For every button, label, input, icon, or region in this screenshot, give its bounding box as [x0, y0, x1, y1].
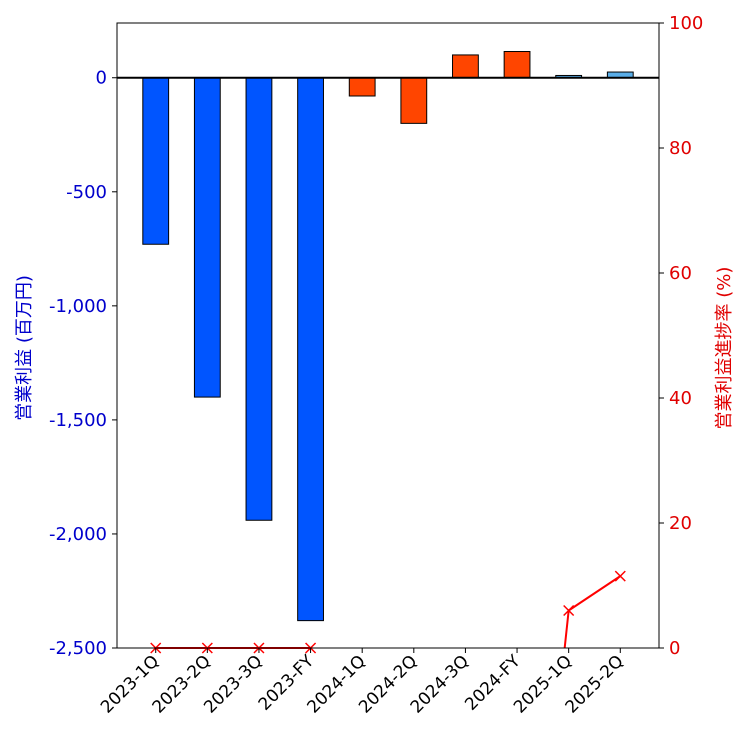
progress-marker-2025-2Q	[614, 570, 626, 582]
right-tick-label: 20	[669, 513, 692, 534]
left-tick-label: -500	[66, 182, 107, 203]
plot-frame	[116, 22, 660, 649]
right-tick-label: 80	[669, 138, 692, 159]
bar-2024-1Q	[348, 77, 376, 97]
bar-2024-FY	[503, 51, 531, 79]
left-y-axis: 0 -500 -1,000 -1,500 -2,000 -2,500	[49, 68, 117, 659]
right-tick-label: 40	[669, 388, 692, 409]
right-tick-label: 0	[669, 638, 680, 659]
right-tick-label: 60	[669, 263, 692, 284]
bars-layer	[142, 51, 634, 622]
left-tick-label: 0	[96, 68, 107, 89]
right-axis-title: 営業利益進捗率 (%)	[714, 267, 735, 430]
progress-line-layer	[150, 570, 626, 654]
bar-2023-3Q	[245, 77, 273, 521]
progress-marker-2025-1Q	[563, 604, 575, 617]
progress-line-segment-2	[563, 575, 621, 649]
left-axis-title: 営業利益 (百万円)	[14, 275, 35, 421]
left-tick-label: -2,000	[49, 524, 107, 545]
bar-2023-2Q	[193, 77, 221, 398]
right-y-axis: 0 20 40 60 80 100	[659, 13, 703, 659]
left-tick-label: -1,000	[49, 296, 107, 317]
right-tick-label: 100	[669, 13, 703, 34]
x-axis: 2023-1Q2023-2Q2023-3Q2023-FY2024-1Q2024-…	[97, 648, 628, 718]
left-tick-label: -2,500	[49, 638, 107, 659]
bar-2024-3Q	[452, 54, 479, 79]
left-tick-label: -1,500	[49, 410, 107, 431]
bar-2023-FY	[297, 77, 324, 622]
bar-2024-2Q	[400, 77, 428, 124]
bar-2023-1Q	[142, 77, 170, 245]
